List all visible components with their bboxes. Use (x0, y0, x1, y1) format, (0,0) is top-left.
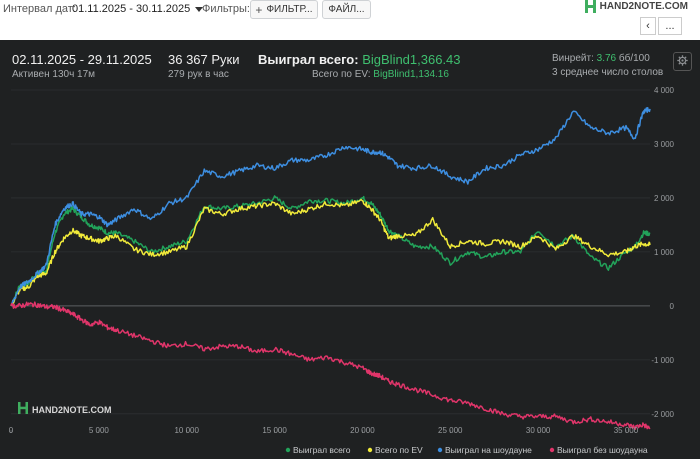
files-button-label: ФАЙЛ... (328, 4, 365, 15)
legend-swatch-won (285, 447, 291, 453)
hands-count: 36 367 Руки (168, 52, 240, 67)
date-range-label: Интервал дат: (3, 3, 76, 15)
won-total-label: Выиграл всего: (258, 52, 359, 67)
legend-swatch-ev (367, 447, 373, 453)
more-icon: ... (665, 20, 675, 32)
profit-graph: 4 000 3 000 2 000 1 000 0 -1 000 -2 000 0 5 000… (9, 86, 675, 455)
period-range: 02.11.2025 - 29.11.2025 (12, 52, 152, 67)
winrate: Винрейт: 3.76 бб/100 (552, 53, 650, 64)
y-tick-label: -2 000 (651, 410, 674, 419)
more-button[interactable]: ... (658, 17, 682, 35)
filters-label: Фильтры: (202, 3, 250, 15)
y-tick-label: -1 000 (651, 356, 674, 365)
chart-series (10, 106, 651, 430)
winrate-value: 3.76 (596, 53, 617, 64)
watermark-logo-icon (18, 402, 28, 414)
settings-button[interactable] (673, 52, 692, 71)
back-button[interactable]: ‹ (640, 17, 656, 35)
filter-button[interactable]: + ФИЛЬТР... (250, 0, 318, 19)
hand2note-logo: HAND2NOTE.COM (584, 0, 688, 13)
chevron-left-icon: ‹ (646, 20, 650, 32)
watermark-text: HAND2NOTE.COM (32, 405, 112, 415)
y-tick-label: 4 000 (654, 86, 675, 95)
plus-icon: + (255, 2, 263, 17)
date-range-dropdown[interactable]: 01.11.2025 - 30.11.2025 (72, 3, 204, 15)
won-total-value: BigBlind1,366.43 (362, 52, 461, 67)
ev-total-value: BigBlind1,134.16 (373, 69, 449, 80)
legend-label-non_showdown[interactable]: Выиграл без шоудауна (557, 445, 648, 455)
series-line-ev (10, 198, 651, 307)
x-tick-label: 35 000 (614, 426, 639, 435)
x-axis-ticks: 0 5 000 10 000 15 000 20 000 25 000 30 000 35 0… (9, 426, 639, 435)
x-tick-label: 5 000 (89, 426, 110, 435)
toolbar: Интервал дат: 01.11.2025 - 30.11.2025 Фи… (0, 0, 700, 40)
legend-swatch-showdown (437, 447, 443, 453)
series-line-non_showdown (10, 301, 651, 430)
x-tick-label: 20 000 (350, 426, 375, 435)
y-tick-label: 3 000 (654, 140, 675, 149)
y-axis-ticks: 4 000 3 000 2 000 1 000 0 -1 000 -2 000 (651, 86, 674, 419)
x-tick-label: 10 000 (174, 426, 199, 435)
winrate-label: Винрейт: (552, 53, 594, 64)
x-tick-label: 15 000 (262, 426, 287, 435)
legend-label-showdown[interactable]: Выиграл на шоудауне (445, 445, 532, 455)
chart-legend: Выиграл всего Всего по EV Выиграл на шоуда… (285, 445, 648, 455)
x-tick-label: 0 (9, 426, 14, 435)
hand2note-logo-text: HAND2NOTE.COM (599, 1, 688, 12)
y-tick-label: 0 (670, 302, 675, 311)
legend-label-ev[interactable]: Всего по EV (375, 445, 423, 455)
series-line-showdown (10, 106, 651, 307)
filter-button-label: ФИЛЬТР... (266, 4, 313, 15)
active-time: Активен 130ч 17м (12, 69, 96, 80)
avg-tables: 3 среднее число столов (552, 67, 664, 78)
series-line-won (10, 195, 651, 307)
ev-total: Всего по EV: BigBlind1,134.16 (312, 69, 449, 80)
winrate-unit: бб/100 (618, 53, 650, 64)
ev-total-label: Всего по EV: (312, 69, 371, 80)
y-tick-label: 2 000 (654, 194, 675, 203)
x-tick-label: 25 000 (438, 426, 463, 435)
hand2note-logo-icon (584, 0, 596, 13)
chart-watermark: HAND2NOTE.COM (18, 402, 112, 415)
date-range-value: 01.11.2025 - 30.11.2025 (72, 3, 191, 15)
x-tick-label: 30 000 (526, 426, 551, 435)
gear-icon (677, 53, 688, 71)
files-button[interactable]: ФАЙЛ... (322, 0, 371, 19)
won-total: Выиграл всего: BigBlind1,366.43 (258, 52, 461, 67)
y-tick-label: 1 000 (654, 248, 675, 257)
graph-panel: 02.11.2025 - 29.11.2025 Активен 130ч 17м… (0, 40, 700, 459)
legend-label-won[interactable]: Выиграл всего (293, 445, 351, 455)
legend-swatch-non_showdown (549, 447, 555, 453)
chevron-down-icon (195, 6, 204, 12)
chart-grid (11, 89, 650, 415)
hands-per-hour: 279 рук в час (168, 69, 229, 80)
